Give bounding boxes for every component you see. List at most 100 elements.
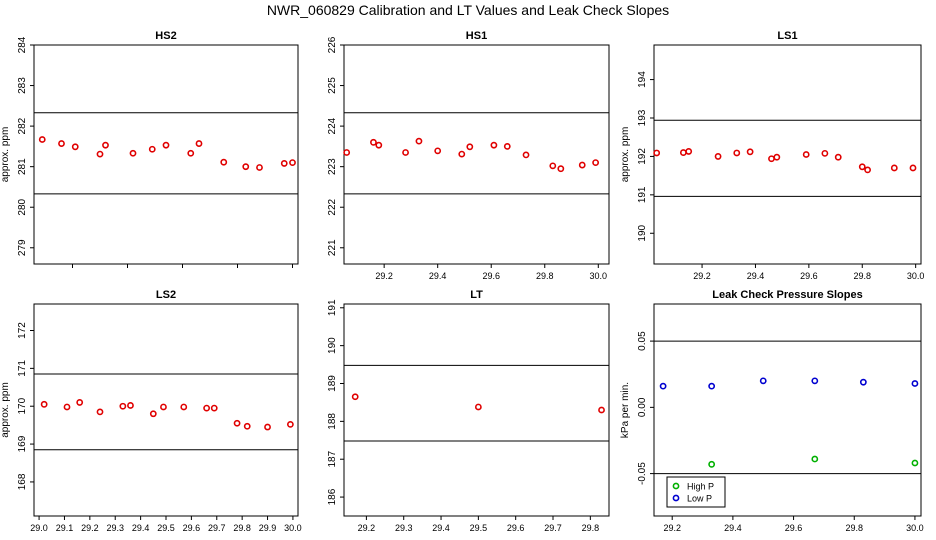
x-tick-label: 29.2 (375, 271, 393, 281)
data-point (187, 149, 195, 157)
data-point (490, 141, 498, 149)
y-tick-label: 283 (17, 77, 28, 94)
x-tick-label: 29.2 (81, 523, 99, 533)
plot-frame (653, 303, 922, 517)
x-tick-label: 29.7 (208, 523, 226, 533)
chart-panel-6: Leak Check Pressure Slopes kPa per min. -0… (620, 289, 924, 533)
y-axis-label: approx. ppm (0, 382, 11, 438)
x-tick-label: 29.2 (663, 523, 681, 533)
data-point (522, 151, 530, 159)
data-point (370, 138, 377, 146)
panel-title: LS1 (777, 30, 797, 42)
x-tick-label: 29.6 (785, 523, 803, 533)
legend-marker (672, 482, 680, 490)
data-point-low-p (659, 382, 667, 390)
y-tick-label: 279 (17, 239, 28, 256)
plot-frame (33, 303, 299, 517)
x-tick-label: 29.4 (432, 523, 450, 533)
y-tick-label: 190 (327, 337, 338, 354)
y-tick-label: 188 (327, 413, 338, 430)
y-tick-label: 191 (637, 186, 648, 203)
legend-label: Low P (687, 494, 712, 504)
plot-frame (343, 44, 610, 265)
y-axis-label: kPa per min. (620, 382, 631, 438)
plot-frame (343, 303, 610, 517)
y-tick-label: 223 (327, 158, 338, 175)
data-point (768, 155, 775, 163)
plot-frame (653, 44, 922, 265)
data-point (280, 160, 288, 167)
x-tick-label: 29.1 (56, 523, 74, 533)
data-point-low-p (811, 377, 819, 385)
data-point (242, 163, 250, 171)
data-point (592, 159, 600, 167)
data-point (180, 403, 188, 411)
panel-title: LS2 (156, 289, 176, 301)
chart-panel-2: HS1 221 222 223 224 225 226 29.2 29.4 29.6 29.8 30.… (327, 30, 610, 281)
x-tick-label: 29.2 (693, 271, 711, 281)
x-tick-label: 29.4 (429, 271, 447, 281)
y-tick-label: 224 (327, 117, 338, 134)
x-tick-label: 29.5 (157, 523, 175, 533)
data-point (503, 142, 511, 150)
data-point-high-p (911, 459, 919, 467)
data-point-low-p (859, 378, 867, 386)
chart-panel-3: LS1 approx. ppm 190 191 192 193 194 29.2 29.4 29.… (620, 30, 924, 281)
y-tick-label: 0.00 (637, 397, 648, 417)
data-point (127, 402, 134, 409)
data-point (58, 140, 65, 147)
y-tick-label: 221 (327, 239, 338, 256)
y-tick-label: 226 (327, 36, 338, 53)
y-tick-label: 192 (637, 148, 648, 165)
data-point (685, 148, 693, 155)
data-point (415, 137, 423, 145)
data-point (210, 404, 218, 412)
data-point (160, 403, 167, 411)
data-point (63, 403, 71, 411)
x-tick-label: 29.3 (395, 523, 413, 533)
x-tick-label: 29.6 (183, 523, 201, 533)
data-point (220, 158, 228, 166)
data-point (598, 406, 605, 414)
data-point (351, 393, 359, 401)
data-point (402, 149, 409, 156)
y-tick-label: 186 (327, 488, 338, 505)
x-tick-label: 29.6 (507, 523, 525, 533)
x-tick-label: 29.0 (30, 523, 48, 533)
data-point-low-p (911, 380, 919, 387)
y-tick-label: 190 (637, 224, 648, 241)
data-point (714, 153, 722, 160)
y-tick-label: 191 (327, 299, 338, 316)
x-tick-label: 29.4 (132, 523, 150, 533)
data-point (434, 147, 442, 155)
data-point (773, 153, 781, 161)
x-tick-label: 30.0 (590, 271, 608, 281)
y-tick-label: 187 (327, 450, 338, 467)
x-tick-label: 29.2 (358, 523, 376, 533)
chart-legend: High P Low P (666, 476, 726, 508)
data-point (286, 420, 294, 428)
x-tick-label: 29.6 (800, 271, 818, 281)
panel-title: HS2 (155, 30, 176, 42)
chart-panels: HS2 approx. ppm 279 280 281 282 283 284 HS1 221 22… (0, 30, 924, 533)
y-tick-label: -0.05 (637, 462, 648, 485)
x-tick-label: 29.4 (747, 271, 765, 281)
x-tick-label: 29.4 (724, 523, 742, 533)
data-point (233, 419, 241, 427)
x-tick-label: 29.8 (536, 271, 554, 281)
x-tick-label: 29.8 (845, 523, 863, 533)
data-point (256, 164, 263, 171)
data-point (909, 164, 917, 172)
data-point (746, 148, 754, 156)
data-point (38, 136, 46, 143)
data-point-high-p (708, 460, 716, 468)
x-tick-label: 29.9 (259, 523, 277, 533)
y-tick-label: 193 (637, 109, 648, 126)
y-tick-label: 172 (17, 322, 28, 339)
x-tick-label: 29.3 (106, 523, 124, 533)
panel-title: HS1 (466, 30, 487, 42)
chart-panel-5: LT 186 187 188 189 190 191 29.2 29.3 29.4 29.5 29.6… (327, 289, 610, 533)
data-point (195, 140, 203, 147)
data-point (834, 153, 842, 161)
